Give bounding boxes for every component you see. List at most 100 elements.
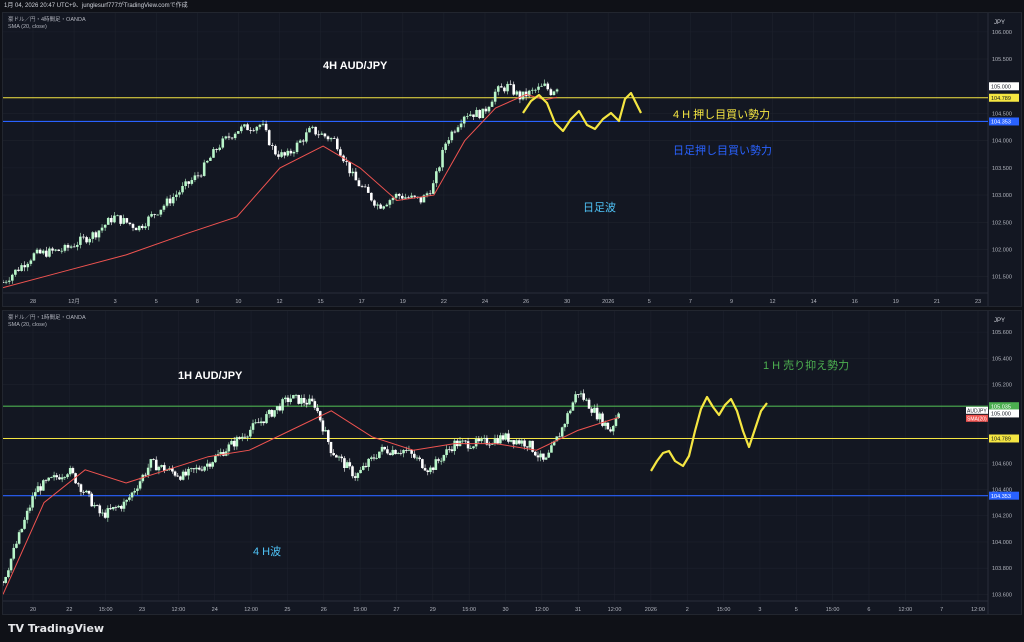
candle-body <box>160 465 163 467</box>
candle-body <box>51 248 54 251</box>
candle-body <box>35 249 39 254</box>
candle-body <box>453 440 456 452</box>
candle-body <box>552 91 556 96</box>
candle-body <box>386 449 389 454</box>
candle-body <box>176 475 180 477</box>
candle-body <box>326 136 330 140</box>
candle-body <box>100 227 104 231</box>
candle-body <box>119 505 123 509</box>
candle-body <box>563 423 567 428</box>
x-tick-label: 12:00 <box>535 607 549 613</box>
candle-body <box>546 83 550 90</box>
candle-body <box>128 497 131 500</box>
candle-body <box>520 440 524 444</box>
candle-body <box>609 429 612 432</box>
candle-body <box>308 127 311 133</box>
candle-body <box>478 109 481 119</box>
candle-body <box>555 89 559 92</box>
candle-body <box>281 399 284 411</box>
x-tick-label: 27 <box>393 607 399 613</box>
x-tick-label: 15:00 <box>826 607 840 613</box>
candle-body <box>550 445 553 453</box>
currency-label: JPY <box>994 318 1005 324</box>
candle-body <box>230 137 234 139</box>
candle-body <box>275 406 279 411</box>
candle-body <box>168 198 172 204</box>
candle-body <box>15 543 18 548</box>
candle-body <box>332 453 335 456</box>
candle-body <box>426 470 430 473</box>
candle-body <box>45 250 48 257</box>
candle-body <box>252 130 256 132</box>
candle-body <box>283 397 287 400</box>
candle-body <box>206 463 209 467</box>
candle-body <box>310 398 314 402</box>
wave-drawing <box>522 91 642 133</box>
candle-body <box>251 423 255 430</box>
candle-body <box>32 253 36 261</box>
candle-body <box>71 468 75 474</box>
candle-body <box>26 263 30 268</box>
candle-body <box>317 134 321 136</box>
x-tick-label: 3 <box>758 607 761 613</box>
series-tag-box <box>966 406 988 414</box>
y-tick-label: 104.500 <box>992 111 1012 117</box>
symbol-legend[interactable]: 豪ドル／円・4時間足・OANDA <box>8 17 86 23</box>
candle-body <box>85 490 88 493</box>
candle-body <box>404 197 407 199</box>
candle-body <box>82 491 85 493</box>
candle-body <box>103 224 107 228</box>
candle-body <box>195 467 198 470</box>
candle-body <box>499 435 502 444</box>
tv-icon: 𝗧𝗩 <box>8 622 28 635</box>
candle-body <box>593 407 596 413</box>
candle-body <box>193 175 197 181</box>
candle-body <box>617 413 620 419</box>
candle-body <box>558 436 561 438</box>
candle-body <box>472 114 475 117</box>
candle-body <box>512 440 516 445</box>
x-tick-label: 21 <box>934 299 940 305</box>
candle-body <box>329 441 333 454</box>
candle-body <box>539 453 542 458</box>
candle-body <box>388 453 392 455</box>
candle-body <box>379 204 382 209</box>
candle-body <box>348 162 351 174</box>
candle-body <box>504 433 508 440</box>
symbol-legend[interactable]: 豪ドル／円・1時間足・OANDA <box>8 315 86 321</box>
candle-body <box>9 558 13 571</box>
candle-body <box>462 116 466 124</box>
chart-pane-1h[interactable]: 豪ドル／円・1時間足・OANDA SMA (20, close) 20 22 15:… <box>1 310 1022 615</box>
candle-body <box>490 443 494 445</box>
candle-body <box>152 459 155 460</box>
indicator-legend[interactable]: SMA (20, close) <box>8 24 47 30</box>
x-tick-label: 12 <box>770 299 776 305</box>
candle-body <box>262 421 266 424</box>
x-tick-label: 17 <box>359 299 365 305</box>
candle-body <box>431 467 435 470</box>
candle-body <box>233 133 237 139</box>
chart-pane-4h[interactable]: 豪ドル／円・4時間足・OANDA SMA (20, close) 28 12月 3 5… <box>1 12 1022 307</box>
candle-body <box>394 193 398 198</box>
chart-1h-canvas[interactable]: 20 22 15:00 23 12:00 24 12:00 25 26 15:00 27 29 15:0… <box>1 311 1021 614</box>
candle-body <box>203 466 206 471</box>
candle-body <box>208 463 212 467</box>
indicator-legend[interactable]: SMA (20, close) <box>8 322 47 328</box>
candle-body <box>113 215 116 223</box>
candle-body <box>501 435 505 440</box>
x-tick-label: 25 <box>284 607 290 613</box>
y-tick-label: 104.000 <box>992 540 1012 546</box>
candle-body <box>199 175 203 177</box>
candle-body <box>434 459 438 470</box>
candle-body <box>450 449 454 452</box>
candle-body <box>60 477 64 480</box>
wave-drawing <box>650 395 768 472</box>
x-tick-label: 22 <box>441 299 447 305</box>
tradingview-logo[interactable]: 𝗧𝗩 TradingView <box>8 622 104 635</box>
candle-body <box>425 193 429 196</box>
candle-body <box>373 200 376 206</box>
series-tag-box <box>966 414 988 422</box>
chart-4h-canvas[interactable]: 28 12月 3 5 8 10 12 15 17 19 22 24 26 30 2026 5 7 9 12 14 16 1… <box>1 13 1021 306</box>
candle-body <box>261 123 265 125</box>
candle-body <box>332 138 336 139</box>
